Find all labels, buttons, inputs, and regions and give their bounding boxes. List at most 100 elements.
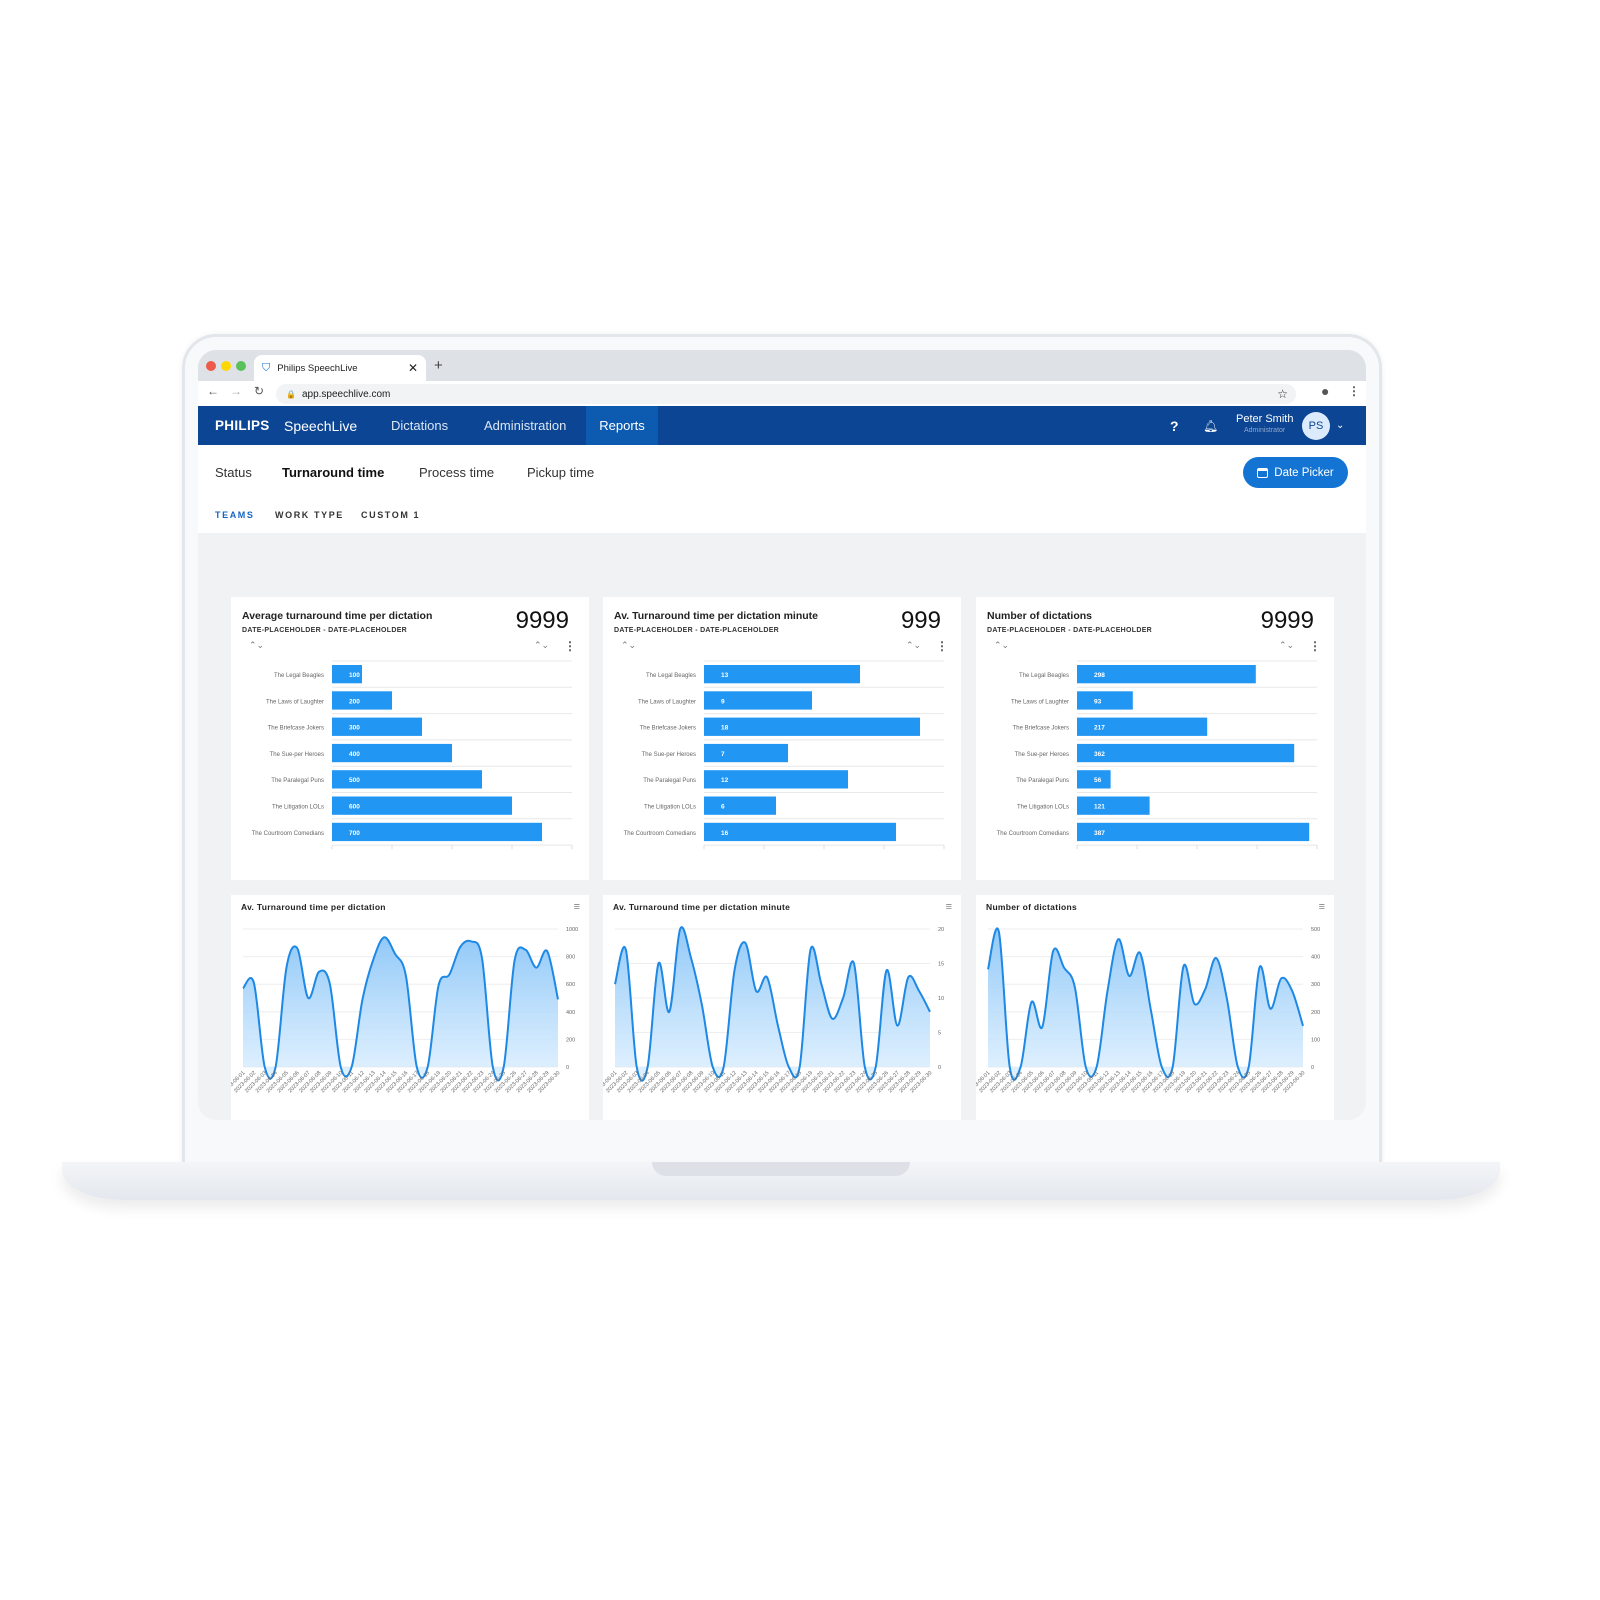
hamburger-menu-icon[interactable]: ≡ — [1318, 901, 1325, 913]
reload-icon[interactable]: ↻ — [254, 384, 265, 398]
category-label: The Courtroom Comedians — [624, 831, 696, 837]
category-label: The Litigation LOLs — [272, 805, 324, 811]
bar-value-label: 9 — [721, 698, 725, 705]
y-tick-label: 15 — [938, 962, 944, 968]
filter-teams[interactable]: TEAMS — [215, 510, 255, 520]
hamburger-menu-icon[interactable]: ≡ — [573, 901, 580, 913]
product-name[interactable]: SpeechLive — [284, 417, 358, 434]
bar-value-label: 300 — [349, 725, 360, 732]
filter-work-type[interactable]: WORK TYPE — [275, 510, 344, 520]
bar[interactable] — [1077, 796, 1150, 815]
bar[interactable] — [1077, 665, 1256, 684]
chart-title: Number of dictations — [987, 610, 1093, 622]
bar[interactable] — [332, 743, 452, 763]
forward-icon[interactable]: → — [230, 384, 242, 398]
category-label: The Sue-per Heroes — [270, 752, 324, 758]
close-tab-icon[interactable]: ✕ — [407, 361, 418, 375]
date-picker-button[interactable]: Date Picker — [1243, 457, 1348, 488]
series-line[interactable] — [987, 927, 1304, 1081]
bar[interactable] — [704, 770, 848, 789]
sort-icon[interactable]: ⌃⌄ — [621, 640, 637, 650]
nav-reports[interactable]: Reports — [586, 406, 658, 445]
bar[interactable] — [704, 822, 896, 842]
bar-chart: 13 The Legal Beagles 9 The Laws of Laughter… — [624, 660, 945, 850]
top-nav: PHILIPS SpeechLive Dictations Administra… — [198, 406, 1366, 445]
more-options-icon[interactable]: ⋮ — [1309, 639, 1321, 653]
sort-icon[interactable]: ⌃⌄ — [534, 640, 550, 650]
bar[interactable] — [332, 822, 542, 842]
notification-bell-icon[interactable]: 🔔︎ — [1203, 418, 1219, 433]
tab-pickup-time[interactable]: Pickup time — [527, 465, 595, 480]
profile-icon[interactable]: ● — [1321, 383, 1330, 399]
category-label: The Briefcase Jokers — [268, 726, 324, 732]
bar[interactable] — [704, 691, 812, 710]
sort-icon[interactable]: ⌃⌄ — [249, 640, 265, 650]
philips-logo: PHILIPS — [215, 418, 270, 433]
bar[interactable] — [1077, 743, 1295, 763]
more-options-icon[interactable]: ⋮ — [936, 639, 948, 653]
url-input[interactable]: 🔒 app.speechlive.com ☆ — [276, 384, 1296, 404]
bar[interactable] — [1077, 822, 1310, 842]
y-tick-label: 10 — [938, 996, 944, 1002]
nav-administration[interactable]: Administration — [484, 418, 567, 433]
bar[interactable] — [332, 770, 482, 789]
bar[interactable] — [704, 717, 920, 736]
nav-dictations[interactable]: Dictations — [391, 418, 449, 433]
area-chart: 020040060080010002023-06-012023-06-02202… — [231, 927, 578, 1094]
y-tick-label: 1000 — [566, 927, 578, 933]
bookmark-star-icon[interactable]: ☆ — [1277, 387, 1288, 401]
sort-icon[interactable]: ⌃⌄ — [1279, 640, 1295, 650]
avatar[interactable]: PS — [1302, 412, 1330, 440]
bar-chart: 100 The Legal Beagles 200 The Laws of Laugh… — [252, 660, 573, 850]
y-tick-label: 5 — [938, 1031, 941, 1037]
url-text: app.speechlive.com — [301, 388, 391, 400]
bar-value-label: 18 — [721, 725, 729, 732]
help-icon[interactable]: ? — [1170, 417, 1179, 434]
bar-value-label: 500 — [349, 777, 360, 784]
bar-chart-card: Average turnaround time per dictation DAT… — [231, 597, 589, 880]
category-label: The Laws of Laughter — [266, 699, 324, 705]
date-picker-label: Date Picker — [1274, 466, 1334, 479]
minimize-window-button[interactable] — [221, 361, 231, 371]
tab-turnaround-time[interactable]: Turnaround time — [282, 465, 385, 480]
chevron-down-icon[interactable]: ⌄ — [1336, 420, 1345, 431]
area-chart-card: Av. Turnaround time per dictation ≡ 0 200 40… — [231, 895, 589, 1120]
bar[interactable] — [332, 691, 392, 710]
area-fill — [243, 937, 558, 1081]
bar[interactable] — [332, 796, 512, 815]
series-line[interactable] — [242, 936, 559, 1082]
tab-process-time[interactable]: Process time — [419, 465, 495, 480]
sort-icon[interactable]: ⌃⌄ — [906, 640, 922, 650]
bar-chart-card: Number of dictations DATE-PLACEHOLDER - D… — [976, 597, 1334, 880]
back-icon[interactable]: ← — [207, 384, 219, 398]
bar[interactable] — [704, 743, 788, 763]
y-tick-label: 600 — [566, 982, 575, 988]
chart-total: 999 — [900, 607, 941, 634]
bar[interactable] — [704, 796, 776, 815]
category-label: The Sue-per Heroes — [642, 752, 696, 758]
hamburger-menu-icon[interactable]: ≡ — [945, 901, 952, 913]
tab-status[interactable]: Status — [215, 465, 252, 480]
maximize-window-button[interactable] — [236, 361, 246, 371]
browser-tab[interactable]: ⛉ Philips SpeechLive ✕ — [254, 355, 426, 381]
filter-custom-1[interactable]: CUSTOM 1 — [361, 510, 421, 520]
new-tab-button[interactable]: + — [434, 357, 443, 374]
bar[interactable] — [1077, 717, 1208, 736]
browser-menu-icon[interactable]: ⋮ — [1348, 384, 1360, 398]
bar[interactable] — [332, 665, 362, 684]
chart-date-range: DATE-PLACEHOLDER - DATE-PLACEHOLDER — [614, 627, 780, 634]
category-label: The Paralegal Puns — [643, 778, 696, 784]
area-chart-card: Av. Turnaround time per dictation minute… — [603, 895, 961, 1120]
bar[interactable] — [704, 665, 860, 684]
bar[interactable] — [332, 717, 422, 736]
more-options-icon[interactable]: ⋮ — [564, 639, 576, 653]
series-line[interactable] — [614, 926, 931, 1082]
category-label: The Legal Beagles — [646, 673, 696, 679]
y-tick-label: 200 — [1311, 1010, 1320, 1016]
sort-icon[interactable]: ⌃⌄ — [994, 640, 1010, 650]
bar[interactable] — [1077, 691, 1133, 710]
bar-value-label: 600 — [349, 804, 360, 811]
chart-title: Av. Turnaround time per dictation — [241, 902, 386, 912]
bar[interactable] — [1077, 770, 1111, 789]
close-window-button[interactable] — [206, 361, 216, 371]
